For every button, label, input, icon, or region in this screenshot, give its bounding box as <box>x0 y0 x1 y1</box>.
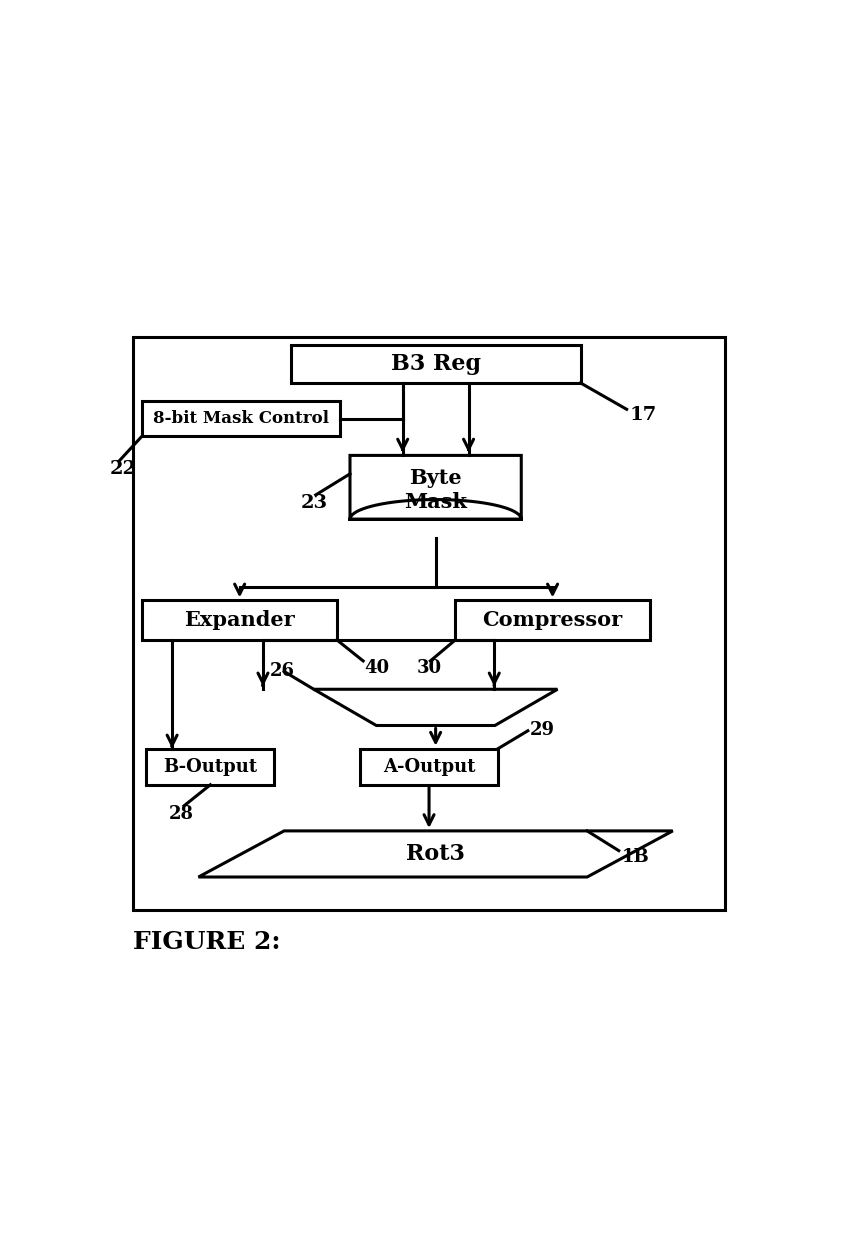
Text: Compressor: Compressor <box>483 611 622 630</box>
Text: Expander: Expander <box>184 611 295 630</box>
Text: 28: 28 <box>169 805 194 824</box>
Text: FIGURE 2:: FIGURE 2: <box>133 929 280 954</box>
Text: 29: 29 <box>530 721 555 739</box>
Text: B3 Reg: B3 Reg <box>391 352 480 375</box>
Text: A-Output: A-Output <box>382 757 475 776</box>
Polygon shape <box>199 831 672 877</box>
Text: 40: 40 <box>365 660 389 677</box>
Bar <box>291 345 581 382</box>
Bar <box>456 601 649 640</box>
Polygon shape <box>314 690 558 726</box>
Bar <box>143 601 337 640</box>
Bar <box>143 401 340 435</box>
Text: 26: 26 <box>269 662 295 681</box>
Text: B-Output: B-Output <box>163 757 257 776</box>
Text: 22: 22 <box>110 459 137 478</box>
Text: 23: 23 <box>301 494 328 512</box>
Text: 1B: 1B <box>621 848 649 867</box>
Bar <box>133 337 725 910</box>
Text: Byte
Mask: Byte Mask <box>405 469 467 512</box>
Bar <box>146 749 275 785</box>
Polygon shape <box>350 455 521 519</box>
Bar <box>360 749 498 785</box>
Text: Rot3: Rot3 <box>406 843 465 865</box>
Text: 17: 17 <box>630 405 657 424</box>
Text: 8-bit Mask Control: 8-bit Mask Control <box>153 410 329 428</box>
Text: 30: 30 <box>417 660 442 677</box>
